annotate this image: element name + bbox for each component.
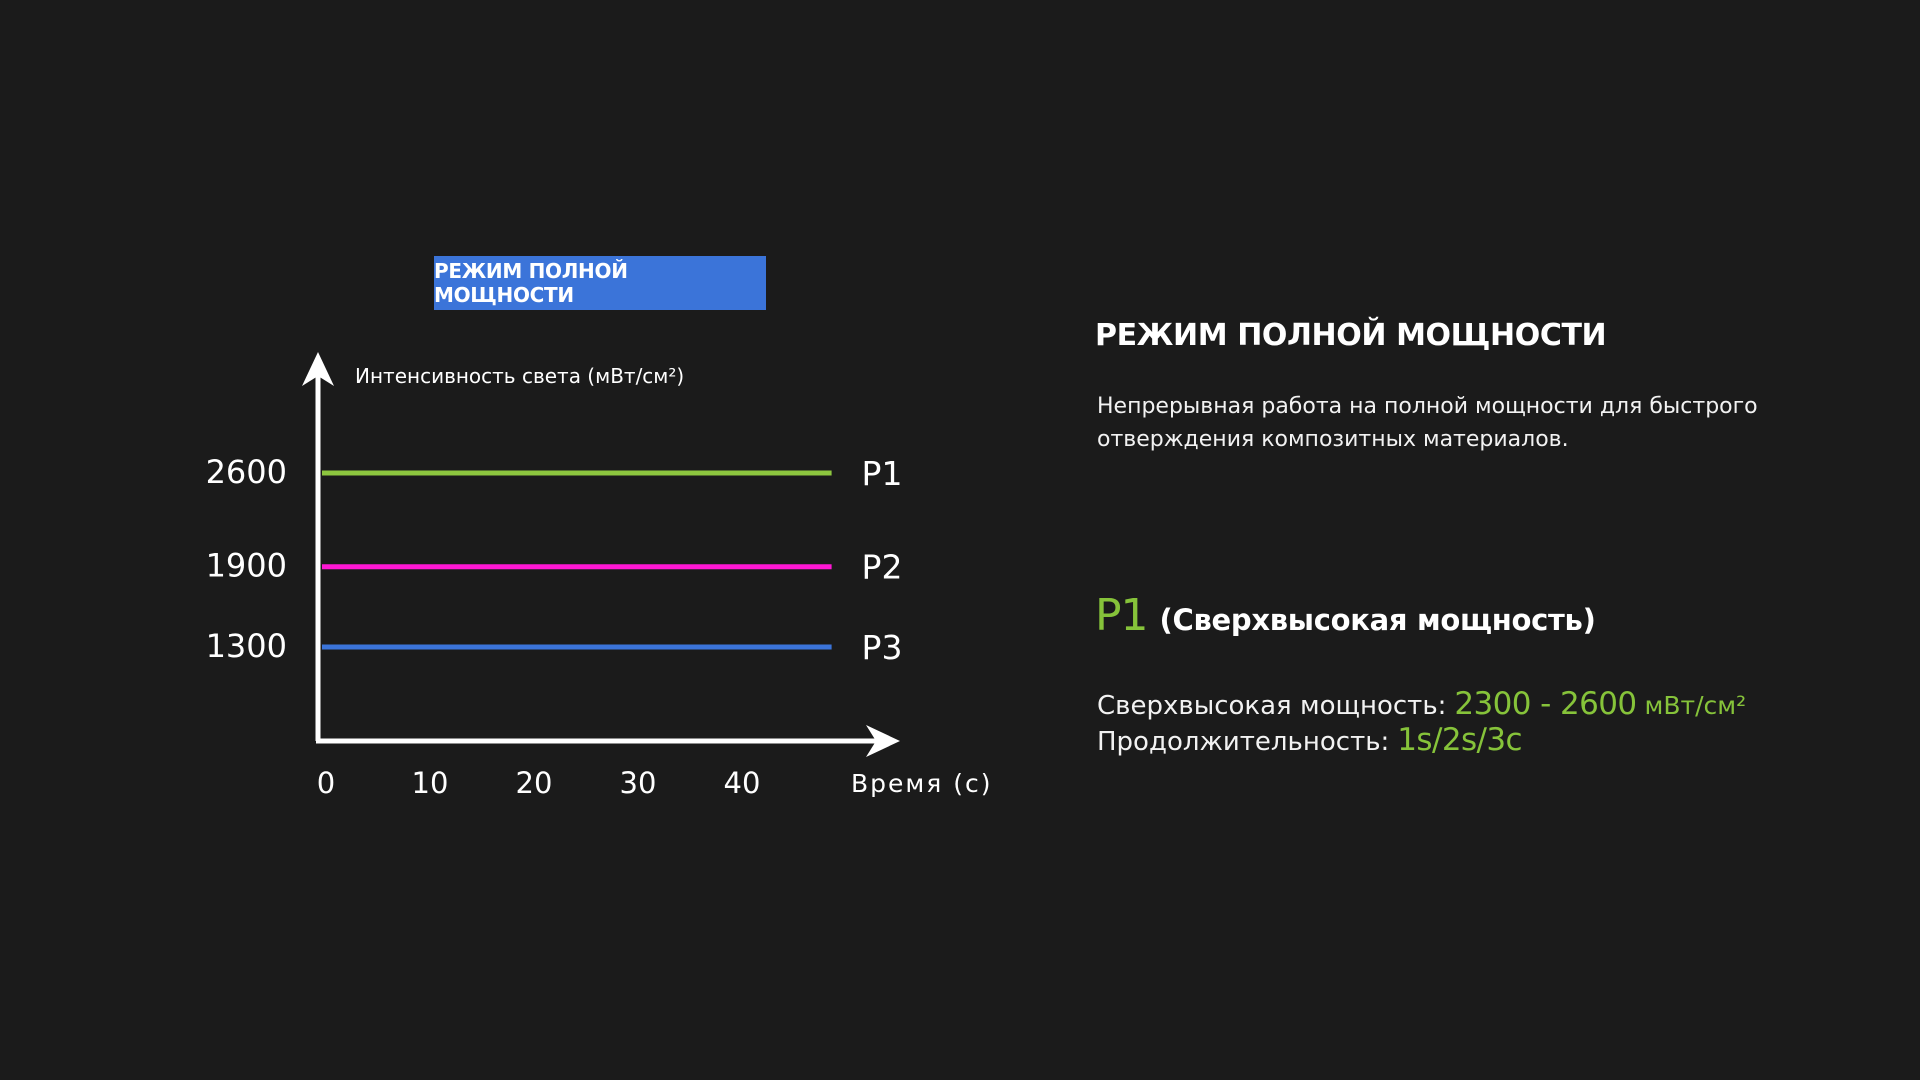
y-axis-label: Интенсивность света (мВт/см²) bbox=[355, 364, 684, 388]
series-label-p3: P3 bbox=[862, 628, 903, 667]
power-spec: Сверхвысокая мощность: 2300 - 2600 мВт/с… bbox=[1097, 686, 1746, 722]
x-axis-arrowhead bbox=[866, 725, 900, 757]
mode-heading: P1 (Сверхвысокая мощность) bbox=[1095, 590, 1596, 641]
x-axis-label: Время (с) bbox=[851, 769, 993, 798]
mode-code: P1 bbox=[1095, 590, 1149, 641]
info-title: РЕЖИМ ПОЛНОЙ МОЩНОСТИ bbox=[1095, 318, 1607, 353]
y-tick-label: 1900 bbox=[206, 547, 287, 585]
mode-name: (Сверхвысокая мощность) bbox=[1159, 603, 1596, 637]
duration-label: Продолжительность: bbox=[1097, 727, 1390, 757]
x-tick-label: 0 bbox=[317, 766, 335, 800]
mode-badge: РЕЖИМ ПОЛНОЙ МОЩНОСТИ bbox=[434, 256, 766, 310]
x-tick-label: 20 bbox=[516, 766, 553, 800]
series-label-p1: P1 bbox=[862, 454, 903, 493]
x-tick-label: 40 bbox=[724, 766, 761, 800]
power-unit: мВт/см² bbox=[1644, 691, 1747, 720]
y-tick-label: 1300 bbox=[206, 627, 287, 665]
power-value: 2300 - 2600 bbox=[1454, 686, 1637, 722]
power-label: Сверхвысокая мощность: bbox=[1097, 691, 1447, 721]
y-axis-arrowhead bbox=[302, 352, 334, 386]
y-tick-label: 2600 bbox=[206, 453, 287, 491]
x-tick-label: 30 bbox=[620, 766, 657, 800]
duration-spec: Продолжительность: 1s/2s/3c bbox=[1097, 722, 1523, 758]
info-description: Непрерывная работа на полной мощности дл… bbox=[1097, 394, 1758, 452]
series-label-p2: P2 bbox=[862, 548, 903, 587]
duration-value: 1s/2s/3c bbox=[1397, 722, 1522, 758]
x-tick-label: 10 bbox=[412, 766, 449, 800]
